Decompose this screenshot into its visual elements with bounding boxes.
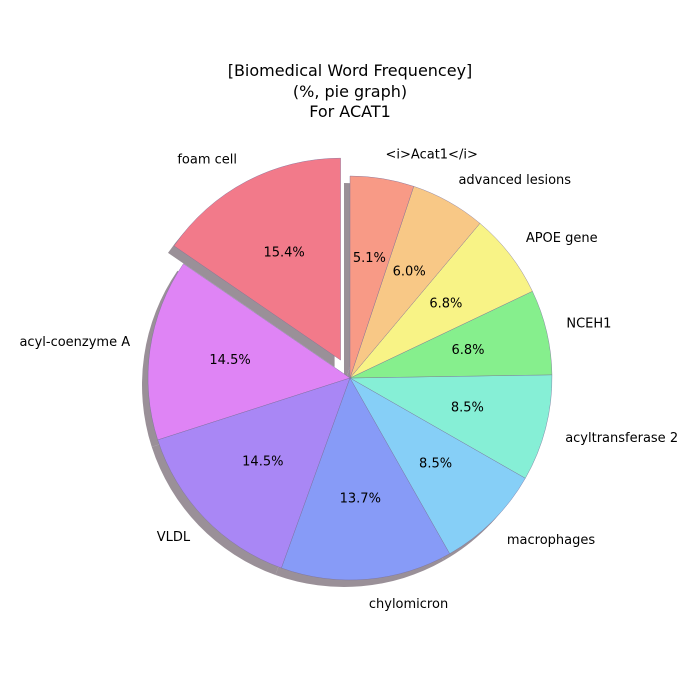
slice-label: NCEH1 xyxy=(566,316,611,331)
chart-title-line-3: For ACAT1 xyxy=(309,102,391,121)
slice-label: <i>Acat1</i> xyxy=(386,148,478,163)
slice-percentage: 14.5% xyxy=(242,455,283,470)
slice-label: VLDL xyxy=(157,530,191,545)
slice-label: chylomicron xyxy=(369,597,448,612)
pie-slice xyxy=(173,157,341,361)
pie-slice xyxy=(349,175,415,379)
slice-label: foam cell xyxy=(177,153,237,168)
slice-percentage: 15.4% xyxy=(263,245,304,260)
pie-slice xyxy=(281,377,450,581)
slice-label: acyl-coenzyme A xyxy=(19,335,130,350)
slice-percentage: 6.8% xyxy=(451,343,484,358)
pie-slice xyxy=(147,263,351,441)
pie-slice xyxy=(157,377,351,569)
slice-percentage: 5.1% xyxy=(353,251,386,266)
chart-title-line-2: (%, pie graph) xyxy=(293,82,407,101)
pie-slice xyxy=(349,374,553,479)
slice-percentage: 13.7% xyxy=(340,491,381,506)
pie-slice xyxy=(349,377,526,554)
chart-title: [Biomedical Word Frequencey] (%, pie gra… xyxy=(228,61,473,121)
chart-title-line-1: [Biomedical Word Frequencey] xyxy=(228,61,473,80)
slice-label: advanced lesions xyxy=(458,173,571,188)
slice-label: acyltransferase 2 xyxy=(565,431,678,446)
slice-percentage: 14.5% xyxy=(209,353,250,368)
slice-percentage: 6.8% xyxy=(429,296,462,311)
slice-labels: foam cell acyl-coenzyme A VLDL chylomicron m… xyxy=(19,148,678,613)
slice-label: APOE gene xyxy=(526,231,598,246)
slice-label: macrophages xyxy=(507,533,595,548)
pie-slices xyxy=(147,157,553,581)
slice-percentage: 8.5% xyxy=(451,401,484,416)
slice-percentage: 8.5% xyxy=(419,456,452,471)
percentage-labels: 15.4% 14.5% 14.5% 13.7% 8.5% 8.5% 6.8% 6.8% 6.0%… xyxy=(209,245,484,506)
slice-percentage: 6.0% xyxy=(393,265,426,280)
